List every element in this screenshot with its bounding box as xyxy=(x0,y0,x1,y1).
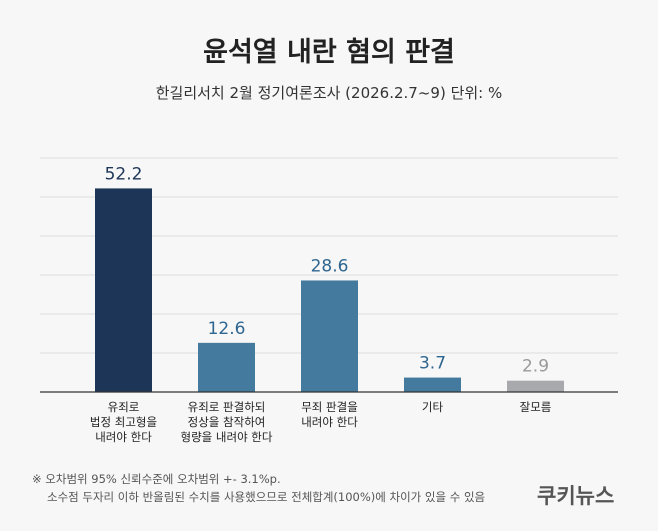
data-label: 52.2 xyxy=(105,164,143,184)
bar xyxy=(301,280,358,392)
note-rounding: 소수점 두자리 이하 반올림된 수치를 사용했으므로 전체합계(100%)에 차… xyxy=(47,490,486,504)
category-label: 유죄로 xyxy=(108,400,140,414)
category-label: 기타 xyxy=(422,400,444,414)
logo: 쿠키뉴스 xyxy=(537,484,615,508)
category-label: 법정 최고형을 xyxy=(90,415,157,429)
category-label: 형량을 내려야 한다 xyxy=(181,430,273,444)
category-label: 유죄로 판결하되 xyxy=(188,400,266,414)
category-label: 내려야 한다 xyxy=(95,430,152,444)
chart-title: 윤석열 내란 혐의 판결 xyxy=(203,37,455,68)
note-margin-of-error: ※ 오차범위 95% 신뢰수준에 오차범위 +- 3.1%p. xyxy=(32,472,281,486)
data-label: 3.7 xyxy=(419,354,446,374)
chart-subtitle: 한길리서치 2월 정기여론조사 (2026.2.7~9) 단위: % xyxy=(155,84,503,102)
category-label: 내려야 한다 xyxy=(301,415,358,429)
bar xyxy=(95,188,152,392)
data-label: 28.6 xyxy=(311,256,349,276)
category-label: 정상을 참작하여 xyxy=(188,415,266,429)
bar xyxy=(507,380,564,392)
bar xyxy=(404,377,461,392)
category-label: 무죄 판결을 xyxy=(301,400,358,414)
bar xyxy=(198,342,255,392)
data-label: 12.6 xyxy=(208,319,246,339)
category-label: 잘모름 xyxy=(520,400,552,414)
data-label: 2.9 xyxy=(522,357,549,377)
